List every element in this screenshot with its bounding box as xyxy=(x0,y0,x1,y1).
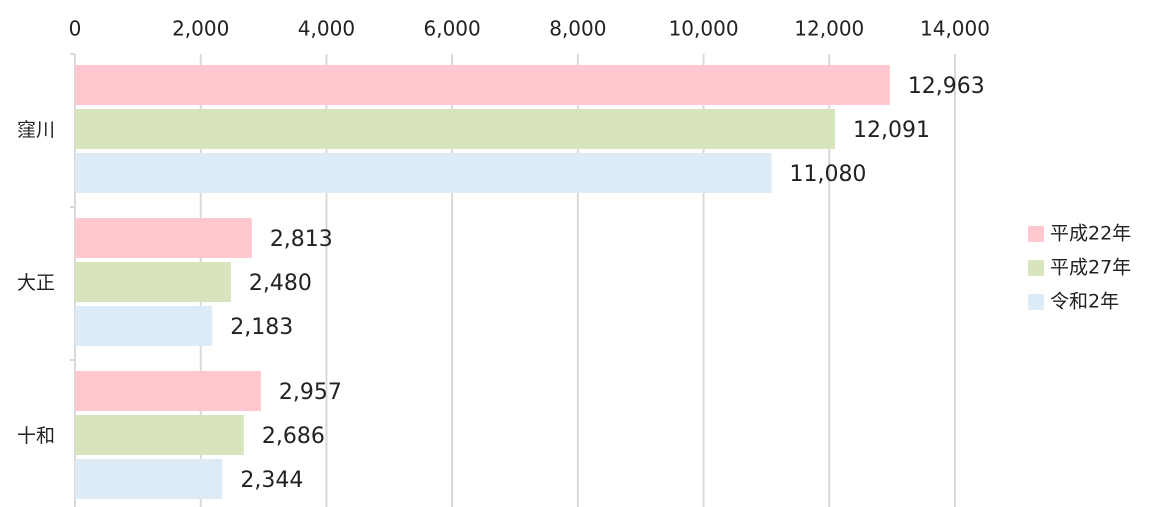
x-tick-label: 10,000 xyxy=(669,17,739,41)
bar xyxy=(75,153,772,193)
legend-swatch xyxy=(1028,294,1044,310)
legend-swatch xyxy=(1028,260,1044,276)
value-label: 2,183 xyxy=(230,315,293,340)
value-label: 2,813 xyxy=(270,227,333,252)
value-label: 11,080 xyxy=(789,162,866,187)
bar xyxy=(75,218,252,258)
bar xyxy=(75,262,231,302)
value-label: 2,480 xyxy=(249,271,312,296)
value-label: 12,091 xyxy=(853,118,930,143)
value-label: 2,686 xyxy=(262,424,325,449)
x-tick-label: 12,000 xyxy=(794,17,864,41)
bar xyxy=(75,415,244,455)
legend-swatch xyxy=(1028,226,1044,242)
y-tick-label: 窪川 xyxy=(17,119,55,141)
bar xyxy=(75,371,261,411)
value-label: 2,957 xyxy=(279,380,342,405)
y-tick-label: 十和 xyxy=(17,425,55,447)
legend-label: 令和2年 xyxy=(1050,291,1119,313)
x-tick-label: 8,000 xyxy=(549,17,606,41)
bar xyxy=(75,306,213,346)
bar xyxy=(75,65,890,105)
x-tick-label: 6,000 xyxy=(424,17,481,41)
bar xyxy=(75,459,223,499)
legend-label: 平成22年 xyxy=(1050,223,1131,245)
value-label: 12,963 xyxy=(908,74,985,99)
x-tick-label: 0 xyxy=(69,17,82,41)
y-tick-label: 大正 xyxy=(17,272,55,294)
bar xyxy=(75,109,836,149)
x-tick-label: 14,000 xyxy=(920,17,990,41)
x-tick-label: 4,000 xyxy=(298,17,355,41)
x-tick-label: 2,000 xyxy=(172,17,229,41)
value-label: 2,344 xyxy=(240,468,303,493)
legend-label: 平成27年 xyxy=(1050,257,1131,279)
